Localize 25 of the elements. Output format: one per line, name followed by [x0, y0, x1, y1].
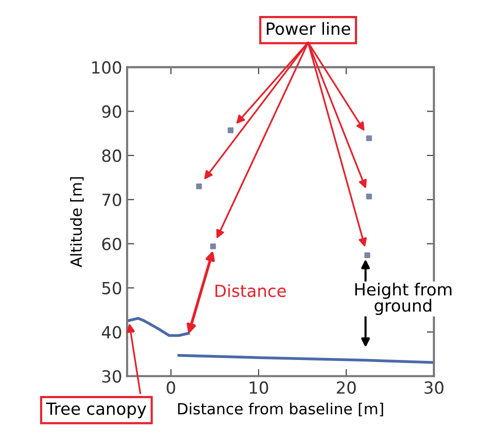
y-axis-title: Altitude [m]	[70, 177, 84, 268]
x-tick-label: 0	[166, 381, 176, 394]
point	[228, 127, 234, 134]
x-tick-label: 20	[336, 381, 356, 394]
y-tick-label: 80	[102, 149, 122, 162]
y-tick-label: 40	[102, 326, 122, 339]
y-tick-label: 60	[102, 238, 122, 250]
x-tick-label: 10	[250, 381, 268, 394]
y-tick-label: 70	[102, 194, 122, 206]
annotation: Tree canopy	[46, 402, 146, 418]
point	[196, 183, 202, 190]
point	[366, 135, 372, 142]
text: Power line	[266, 22, 350, 35]
point	[210, 243, 216, 250]
y-tick-label: 50	[102, 282, 122, 294]
line-series	[177, 354, 434, 364]
annotation: Height from ground	[355, 282, 452, 316]
x-tick-label: 30	[424, 381, 444, 394]
x-axis-title: Distance from baseline [m]	[178, 402, 384, 416]
point	[366, 194, 372, 200]
y-tick-label: 90	[102, 105, 122, 118]
annotation: Distance	[216, 284, 286, 298]
y-tick-label: 100	[92, 61, 122, 74]
y-tick-label: 30	[102, 370, 122, 383]
point	[364, 252, 370, 258]
